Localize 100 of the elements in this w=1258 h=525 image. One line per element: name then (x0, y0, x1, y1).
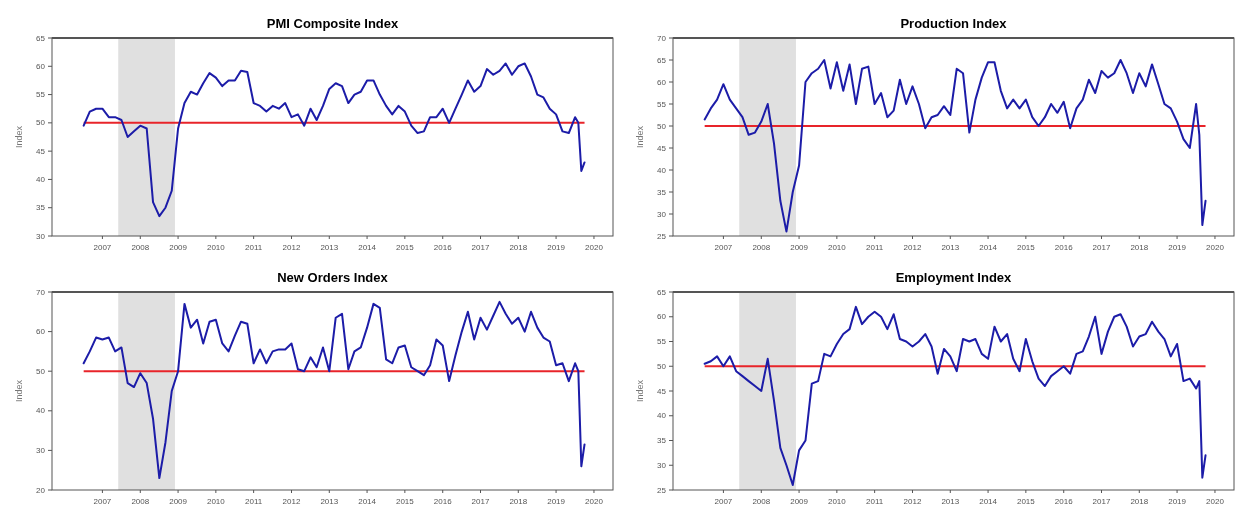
x-tick-label: 2011 (245, 243, 263, 252)
x-tick-label: 2007 (93, 497, 112, 506)
x-tick-label: 2018 (509, 497, 528, 506)
x-tick-label: 2016 (1054, 243, 1074, 252)
chart-title: PMI Composite Index (266, 16, 399, 31)
y-tick-label: 50 (657, 361, 667, 371)
x-tick-label: 2020 (1206, 243, 1225, 252)
x-tick-label: 2010 (206, 497, 226, 506)
x-tick-label: 2008 (752, 243, 771, 252)
y-tick-label: 60 (657, 77, 667, 87)
y-tick-label: 35 (36, 203, 46, 213)
x-tick-label: 2016 (433, 497, 453, 506)
y-tick-label: 25 (657, 485, 667, 495)
x-tick-label: 2007 (93, 243, 112, 252)
y-tick-label: 60 (36, 327, 46, 337)
y-axis-title: Index (14, 379, 24, 403)
y-tick-label: 30 (36, 445, 46, 455)
x-tick-label: 2015 (1016, 497, 1036, 506)
y-tick-label: 45 (36, 146, 46, 156)
x-tick-label: 2018 (1130, 497, 1149, 506)
x-tick-label: 2019 (547, 243, 566, 252)
x-tick-label: 2017 (1092, 243, 1111, 252)
x-tick-label: 2009 (790, 497, 809, 506)
x-tick-label: 2007 (714, 243, 733, 252)
x-tick-label: 2008 (752, 497, 771, 506)
y-tick-label: 55 (36, 90, 46, 100)
x-tick-label: 2015 (395, 243, 415, 252)
y-tick-label: 40 (36, 174, 46, 184)
x-tick-label: 2019 (1168, 497, 1187, 506)
y-tick-label: 55 (657, 99, 667, 109)
y-axis-title: Index (635, 125, 645, 149)
y-tick-label: 30 (657, 460, 667, 470)
y-tick-label: 40 (657, 411, 667, 421)
chart-title: Production Index (900, 16, 1008, 31)
x-tick-label: 2011 (245, 497, 263, 506)
x-tick-label: 2013 (941, 243, 960, 252)
x-tick-label: 2014 (979, 497, 998, 506)
x-tick-label: 2018 (509, 243, 528, 252)
x-tick-label: 2019 (1168, 243, 1187, 252)
y-axis-title: Index (635, 379, 645, 403)
y-tick-label: 30 (36, 231, 46, 241)
x-tick-label: 2016 (1054, 497, 1074, 506)
x-tick-label: 2019 (547, 497, 566, 506)
x-tick-label: 2012 (282, 497, 301, 506)
x-tick-label: 2014 (979, 243, 998, 252)
y-tick-label: 35 (657, 436, 667, 446)
y-tick-label: 45 (657, 143, 667, 153)
line-series (703, 305, 1207, 487)
x-tick-label: 2018 (1130, 243, 1149, 252)
line-series (703, 59, 1207, 233)
x-tick-label: 2020 (585, 497, 604, 506)
x-tick-label: 2010 (827, 497, 847, 506)
y-tick-label: 40 (657, 165, 667, 175)
x-tick-label: 2012 (282, 243, 301, 252)
x-tick-label: 2011 (866, 243, 884, 252)
x-tick-label: 2007 (714, 497, 733, 506)
x-tick-label: 2017 (471, 243, 490, 252)
y-tick-label: 65 (657, 287, 667, 297)
y-tick-label: 40 (36, 406, 46, 416)
y-tick-label: 60 (36, 61, 46, 71)
y-tick-label: 25 (657, 231, 667, 241)
y-tick-label: 60 (657, 312, 667, 322)
y-tick-label: 70 (36, 287, 46, 297)
x-tick-label: 2012 (903, 243, 922, 252)
x-tick-label: 2013 (320, 243, 339, 252)
x-tick-label: 2015 (1016, 243, 1036, 252)
y-tick-label: 35 (657, 187, 667, 197)
y-tick-label: 50 (36, 366, 46, 376)
y-tick-label: 70 (657, 33, 667, 43)
line-series (82, 300, 586, 480)
y-axis-title: Index (14, 125, 24, 149)
x-tick-label: 2008 (131, 497, 150, 506)
x-tick-label: 2020 (585, 243, 604, 252)
x-tick-label: 2011 (866, 497, 884, 506)
line-series (82, 62, 586, 218)
y-tick-label: 30 (657, 209, 667, 219)
x-tick-label: 2010 (206, 243, 226, 252)
y-tick-label: 65 (36, 33, 46, 43)
x-tick-label: 2016 (433, 243, 453, 252)
y-tick-label: 45 (657, 386, 667, 396)
x-tick-label: 2013 (941, 497, 960, 506)
x-tick-label: 2014 (358, 497, 377, 506)
x-tick-label: 2017 (1092, 497, 1111, 506)
y-tick-label: 50 (657, 121, 667, 131)
x-tick-label: 2009 (790, 243, 809, 252)
chart-title: Employment Index (895, 270, 1013, 285)
y-tick-label: 20 (36, 485, 46, 495)
x-tick-label: 2010 (827, 243, 847, 252)
x-tick-label: 2012 (903, 497, 922, 506)
x-tick-label: 2015 (395, 497, 415, 506)
x-tick-label: 2008 (131, 243, 150, 252)
chart-title: New Orders Index (277, 270, 389, 285)
x-tick-label: 2017 (471, 497, 490, 506)
x-tick-label: 2009 (169, 243, 188, 252)
x-tick-label: 2009 (169, 497, 188, 506)
x-tick-label: 2013 (320, 497, 339, 506)
x-tick-label: 2014 (358, 243, 377, 252)
y-tick-label: 50 (36, 118, 46, 128)
y-tick-label: 55 (657, 337, 667, 347)
x-tick-label: 2020 (1206, 497, 1225, 506)
